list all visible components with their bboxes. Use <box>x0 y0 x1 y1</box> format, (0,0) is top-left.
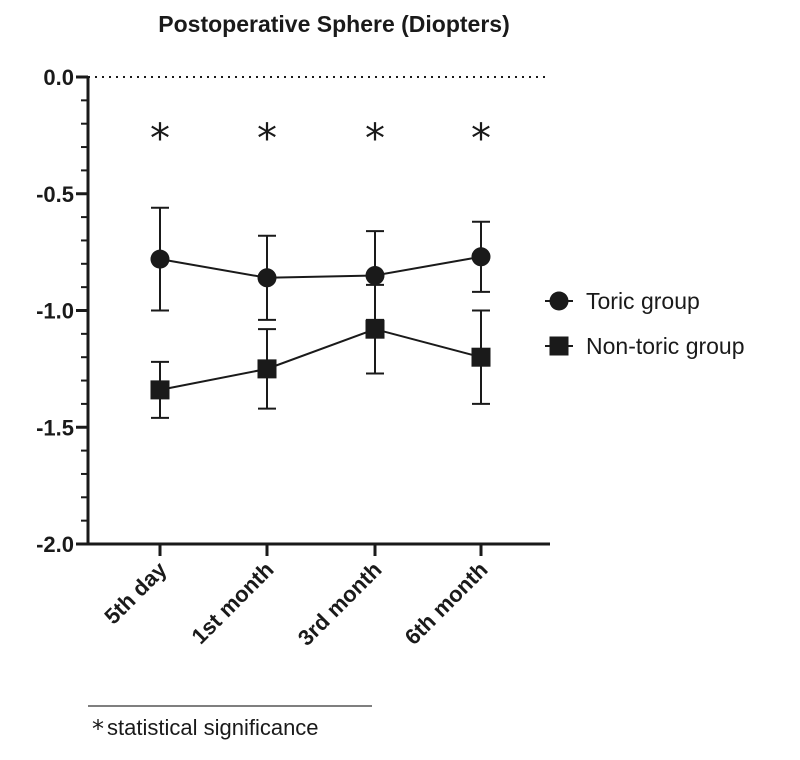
series <box>150 206 491 419</box>
footnote-text: statistical significance <box>107 715 319 740</box>
y-tick-label: -1.5 <box>36 415 74 440</box>
y-tick-label: -2.0 <box>36 532 74 557</box>
x-tick-label: 5th day <box>99 556 172 629</box>
x-tick-label: 6th month <box>400 557 493 650</box>
legend-item: Toric group <box>545 288 700 314</box>
significance-asterisk: * <box>365 116 385 162</box>
series-line <box>159 255 482 279</box>
y-tick-label: -1.0 <box>36 299 74 324</box>
legend-label: Toric group <box>586 288 700 314</box>
legend: Toric group Non-toric group <box>545 288 745 359</box>
data-point <box>471 347 491 367</box>
x-tick-label: 3rd month <box>293 557 387 651</box>
series-non-toric <box>150 283 491 419</box>
axes <box>76 75 550 556</box>
data-point <box>365 319 385 339</box>
significance-markers: * * * * <box>150 116 491 162</box>
significance-asterisk: * <box>257 116 277 162</box>
legend-marker-square <box>549 336 569 356</box>
footnote-symbol: * <box>92 715 104 743</box>
y-tick-label: 0.0 <box>43 65 74 90</box>
legend-marker-circle <box>549 291 569 311</box>
x-tick-label: 1st month <box>187 557 279 649</box>
footnote: * statistical significance <box>88 705 372 743</box>
x-ticks: 5th day 1st month 3rd month 6th month <box>99 556 492 650</box>
series-toric <box>150 206 491 321</box>
data-point <box>150 249 170 269</box>
significance-asterisk: * <box>150 116 170 162</box>
significance-asterisk: * <box>471 116 491 162</box>
y-ticks: 0.0 -0.5 -1.0 -1.5 -2.0 <box>36 65 74 557</box>
data-point <box>471 247 491 267</box>
data-point <box>257 268 277 288</box>
y-tick-label: -0.5 <box>36 182 74 207</box>
chart-title: Postoperative Sphere (Diopters) <box>158 11 509 37</box>
series-line <box>159 328 482 391</box>
legend-label: Non-toric group <box>586 333 745 359</box>
legend-item: Non-toric group <box>545 333 745 359</box>
data-point <box>365 265 385 285</box>
data-point <box>257 359 277 379</box>
data-point <box>150 380 170 400</box>
